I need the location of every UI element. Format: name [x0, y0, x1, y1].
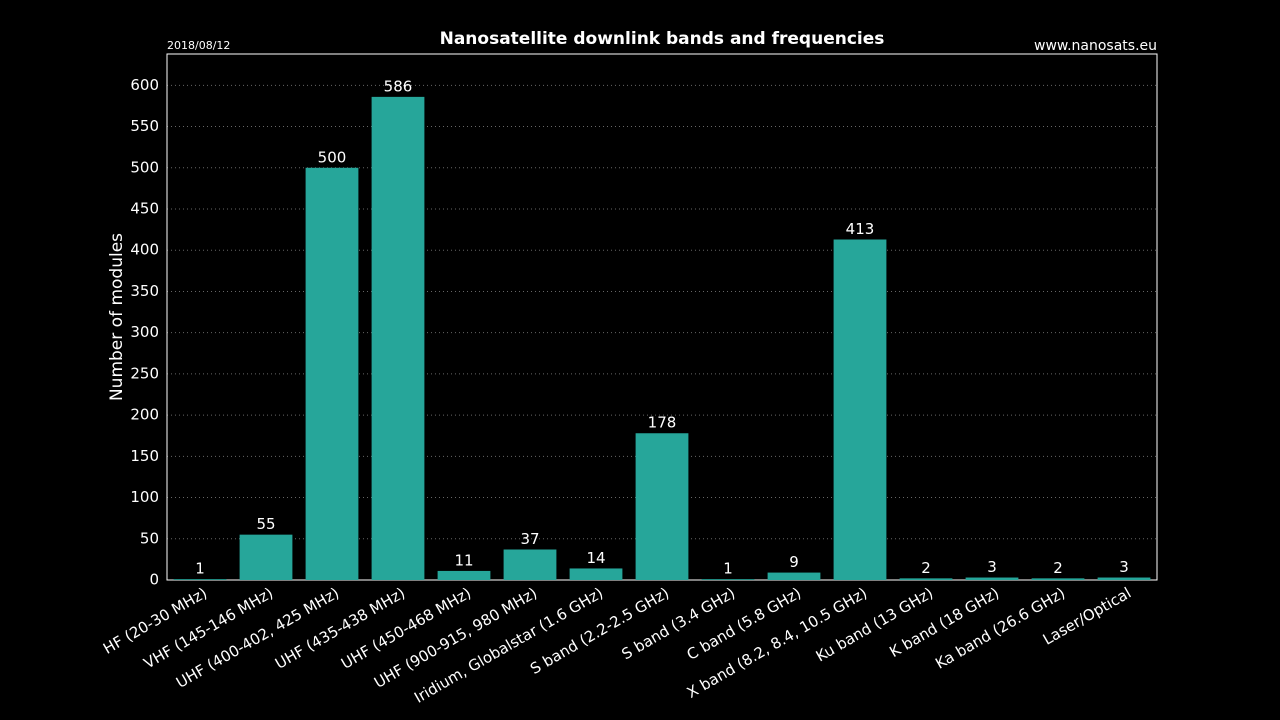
bar: [965, 577, 1019, 580]
bar: [437, 570, 491, 580]
y-tick-label: 300: [130, 323, 159, 341]
chart-title: Nanosatellite downlink bands and frequen…: [440, 29, 885, 49]
value-label: 11: [454, 551, 473, 569]
y-tick-label: 100: [130, 488, 159, 506]
bar: [833, 239, 887, 580]
y-tick-label: 600: [130, 76, 159, 94]
bar: [899, 578, 953, 580]
source: www.nanosats.eu: [1034, 38, 1157, 54]
value-label: 586: [384, 77, 413, 95]
value-label: 14: [586, 549, 605, 567]
bar: [635, 433, 689, 580]
bar: [305, 167, 359, 580]
value-label: 55: [256, 515, 275, 533]
date: 2018/08/12: [167, 39, 230, 52]
y-tick-label: 350: [130, 282, 159, 300]
y-tick-label: 150: [130, 447, 159, 465]
y-axis-label: Number of modules: [107, 233, 127, 401]
value-label: 9: [789, 553, 799, 571]
value-label: 3: [987, 558, 997, 576]
value-label: 3: [1119, 558, 1129, 576]
bar: [767, 572, 821, 580]
y-tick-label: 550: [130, 117, 159, 135]
value-label: 2: [921, 559, 931, 577]
y-tick-label: 200: [130, 406, 159, 424]
y-tick-label: 500: [130, 158, 159, 176]
value-label: 37: [520, 530, 539, 548]
bar: [173, 579, 227, 580]
bar: [239, 534, 293, 580]
value-label: 1: [195, 560, 205, 578]
bar: [1097, 577, 1151, 580]
bar: [1031, 578, 1085, 580]
bar: [701, 579, 755, 580]
value-label: 500: [318, 148, 347, 166]
value-label: 413: [846, 220, 875, 238]
value-label: 2: [1053, 559, 1063, 577]
y-tick-label: 50: [140, 529, 159, 547]
bar: [371, 96, 425, 581]
y-tick-label: 250: [130, 364, 159, 382]
bar: [569, 568, 623, 580]
bar: [503, 549, 557, 580]
y-tick-label: 450: [130, 199, 159, 217]
value-label: 1: [723, 560, 733, 578]
y-tick-label: 0: [149, 571, 159, 589]
y-tick-label: 400: [130, 241, 159, 259]
value-label: 178: [648, 414, 677, 432]
